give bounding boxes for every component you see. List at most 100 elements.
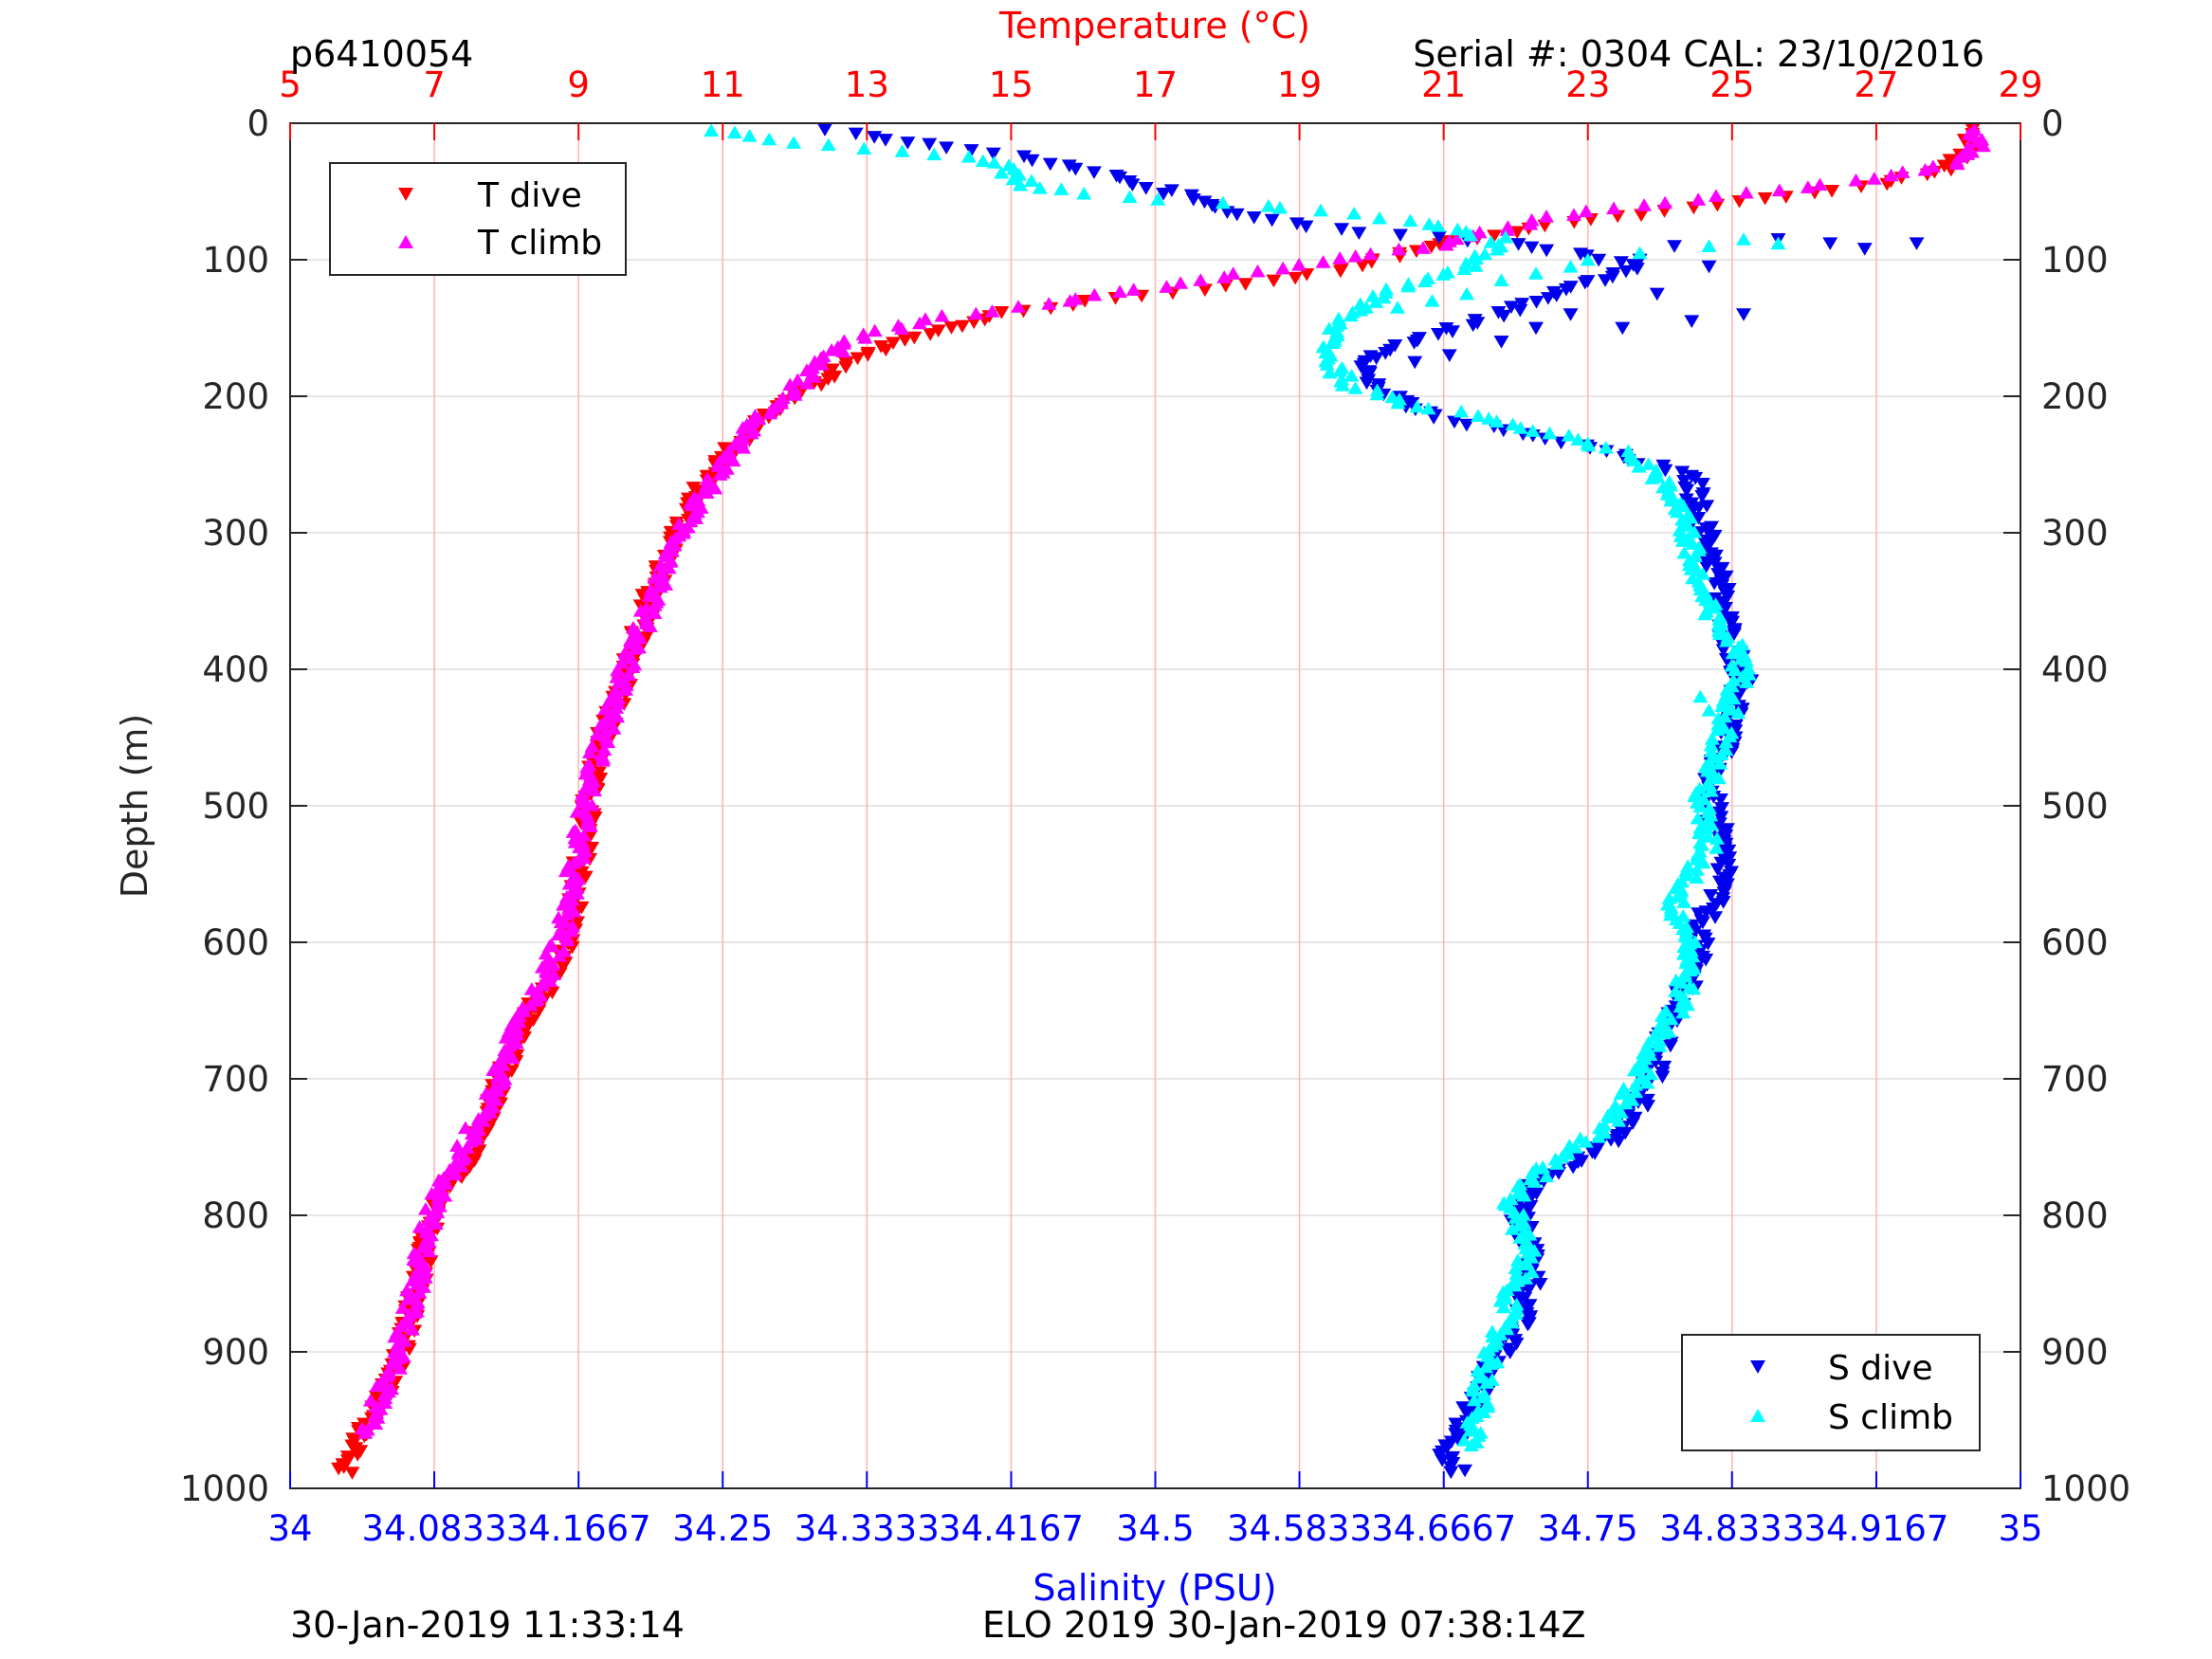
- s-climb-point: [1468, 259, 1484, 272]
- t-climb-point: [1566, 208, 1582, 221]
- t-dive-point: [1634, 209, 1650, 223]
- s-dive-point: [1721, 858, 1737, 872]
- s-climb-point: [1346, 206, 1362, 220]
- s-climb-point: [1644, 471, 1660, 484]
- s-climb-point: [1689, 870, 1705, 884]
- s-climb-point: [1463, 1438, 1479, 1452]
- t-climb-point: [550, 927, 566, 941]
- t-climb-point: [545, 957, 561, 971]
- s-dive-point: [1714, 579, 1730, 592]
- s-climb-point: [1683, 510, 1699, 524]
- s-climb-point: [986, 155, 1002, 169]
- depth-tick-label-left: 0: [247, 103, 269, 144]
- t-climb-point: [1193, 273, 1209, 286]
- t-climb-point: [1041, 297, 1057, 310]
- s-climb-point: [1122, 190, 1138, 204]
- temperature-tick-label: 7: [423, 64, 446, 105]
- t-climb-point: [1112, 284, 1128, 299]
- t-climb-point: [417, 1264, 433, 1277]
- t-climb-point: [652, 579, 668, 593]
- s-climb-point: [1450, 222, 1466, 236]
- s-climb-point: [1508, 1267, 1525, 1280]
- t-climb-point: [1225, 266, 1241, 280]
- s-dive-point: [1708, 911, 1724, 924]
- s-climb-point: [1676, 895, 1692, 908]
- s-dive-point: [1441, 349, 1457, 362]
- s-dive-point: [1591, 253, 1607, 267]
- t-climb-point: [787, 388, 803, 401]
- s-dive-point: [1163, 184, 1179, 198]
- s-climb-point: [1368, 295, 1384, 308]
- s-dive-point: [1508, 1337, 1525, 1351]
- s-climb-point: [1371, 210, 1387, 225]
- s-climb-point: [1493, 273, 1509, 286]
- t-climb-point: [1771, 183, 1787, 197]
- t-dive-point: [423, 1255, 439, 1268]
- t-climb-point: [417, 1270, 433, 1284]
- s-climb-point: [761, 132, 777, 146]
- s-climb-point: [1692, 689, 1709, 703]
- s-dive-point: [1856, 243, 1873, 256]
- s-dive-point: [1298, 220, 1314, 234]
- s-dive-point: [1359, 376, 1375, 391]
- s-dive-point: [1185, 192, 1201, 207]
- depth-tick-label-right: 800: [2041, 1195, 2109, 1236]
- legend-s-climb-marker: [1750, 1409, 1765, 1422]
- t-climb-point: [1062, 294, 1078, 307]
- t-dive-point: [943, 321, 960, 335]
- t-climb-point: [1125, 283, 1142, 296]
- t-climb-point: [394, 1301, 411, 1314]
- t-climb-point: [1011, 300, 1027, 313]
- s-climb-point: [820, 137, 836, 152]
- depth-tick-label-left: 600: [202, 922, 269, 963]
- t-climb-point: [1866, 172, 1882, 185]
- s-climb-point: [926, 147, 942, 161]
- s-climb-point: [1698, 822, 1714, 835]
- t-climb-point: [420, 1212, 436, 1226]
- t-climb-point: [368, 1416, 384, 1431]
- t-climb-point: [1438, 237, 1454, 251]
- s-dive-point: [1662, 1039, 1678, 1053]
- s-dive-point: [1528, 295, 1545, 309]
- s-dive-point: [1334, 223, 1350, 236]
- s-dive-point: [1426, 411, 1442, 425]
- salinity-tick-label: 34.75: [1538, 1508, 1638, 1549]
- t-climb-point: [1578, 204, 1594, 218]
- t-climb-point: [1523, 216, 1539, 230]
- s-dive-point: [1667, 240, 1682, 253]
- s-climb-point: [894, 144, 910, 157]
- s-dive-point: [1465, 319, 1481, 333]
- t-climb-point: [725, 453, 741, 467]
- profile-id: p6410054: [290, 33, 473, 75]
- depth-tick-label-right: 300: [2041, 513, 2109, 554]
- t-climb-point: [1975, 138, 1991, 153]
- s-climb-point: [1726, 673, 1742, 686]
- s-climb-point: [1628, 1077, 1644, 1091]
- temperature-tick-label: 21: [1421, 64, 1466, 105]
- t-dive-point: [344, 1467, 360, 1480]
- s-climb-point: [1013, 177, 1029, 191]
- t-dive-point: [860, 349, 876, 362]
- t-climb-point: [1216, 270, 1233, 283]
- s-dive-point: [1615, 321, 1631, 336]
- s-climb-point: [1539, 1169, 1555, 1183]
- s-climb-point: [1690, 811, 1706, 825]
- s-dive-point: [1156, 188, 1172, 201]
- t-climb-point: [551, 948, 567, 962]
- s-dive-point: [1353, 360, 1369, 374]
- footer-timestamp: 30-Jan-2019 11:33:14: [290, 1604, 685, 1646]
- s-climb-point: [1618, 1096, 1634, 1110]
- s-climb-point: [1626, 1063, 1642, 1077]
- s-climb-point: [1726, 691, 1742, 705]
- temperature-tick-label: 11: [701, 64, 745, 105]
- s-dive-point: [1822, 237, 1838, 250]
- s-climb-point: [1640, 457, 1656, 470]
- s-climb-point: [1709, 831, 1726, 845]
- s-dive-point: [1715, 644, 1731, 657]
- s-climb-point: [1456, 1433, 1472, 1447]
- s-dive-point: [1086, 166, 1102, 179]
- s-dive-point: [963, 144, 979, 157]
- s-climb-point: [1674, 534, 1691, 547]
- t-climb-point: [814, 357, 830, 371]
- s-climb-point: [1711, 627, 1728, 641]
